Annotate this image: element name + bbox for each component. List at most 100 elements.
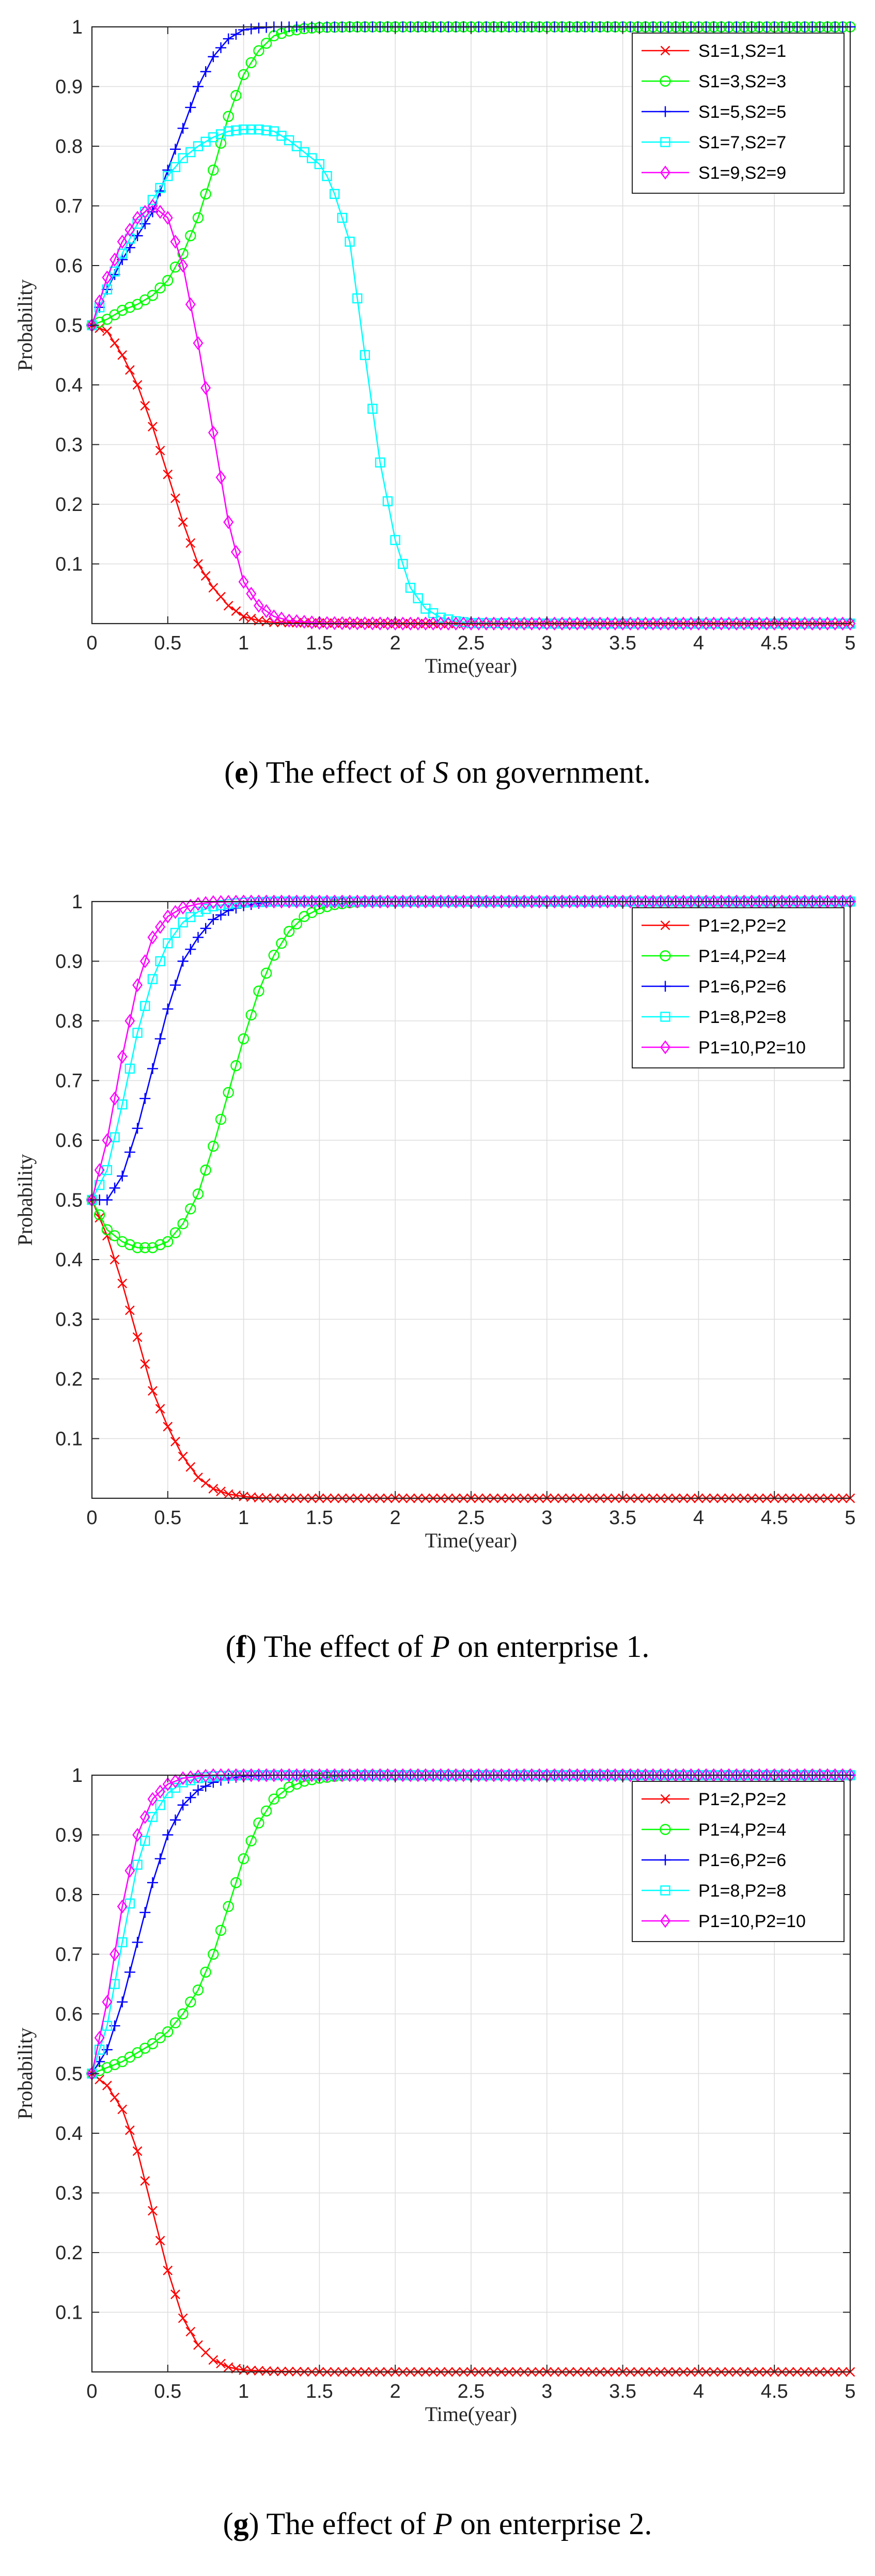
point-3-6	[132, 1028, 143, 1038]
point-4-52	[481, 616, 492, 631]
legend-label-4: P1=10,P2=10	[698, 1912, 806, 1931]
point-4-5	[124, 223, 135, 237]
point-4-9	[155, 205, 166, 219]
point-4-68	[602, 1768, 613, 1782]
point-1-5	[124, 1239, 136, 1250]
point-0-8	[148, 422, 158, 432]
point-4-46	[435, 894, 446, 909]
point-4-35	[352, 894, 363, 909]
point-4-8	[147, 930, 158, 944]
point-0-24	[269, 2366, 279, 2377]
legend-label-2: P1=6,P2=6	[698, 1851, 786, 1870]
point-1-18	[223, 1087, 234, 1098]
point-2-8	[147, 1063, 158, 1074]
point-1-25	[276, 938, 287, 949]
x-tick-label-2: 1	[238, 632, 249, 654]
caption-part-5: on enterprise 1.	[450, 1630, 650, 1664]
point-4-85	[731, 616, 742, 631]
point-4-59	[534, 616, 545, 631]
y-tick-label-4: 0.5	[55, 2063, 83, 2085]
point-4-55	[504, 1768, 514, 1782]
point-4-56	[511, 616, 522, 631]
point-4-54	[496, 616, 507, 631]
point-4-67	[595, 1768, 605, 1782]
point-2-7	[139, 1093, 151, 1104]
point-4-3	[110, 1947, 120, 1962]
point-1-4	[117, 304, 128, 316]
point-4-7	[139, 1810, 150, 1824]
point-3-11	[170, 927, 181, 938]
point-1-2	[101, 1224, 113, 1235]
point-4-36	[360, 1768, 370, 1782]
legend: S1=1,S2=1 S1=3,S2=3 S1=5,S2=5 S1=7,S2=7 S1=9…	[632, 33, 845, 194]
point-3-27	[291, 141, 302, 151]
point-2-17	[215, 909, 227, 921]
legend-marker-1	[660, 1824, 671, 1835]
point-3-42	[405, 582, 416, 593]
caption-part-3: The effect of	[257, 1630, 431, 1664]
point-2-17	[215, 42, 227, 53]
point-1-10	[162, 1236, 174, 1248]
point-3-35	[352, 293, 363, 304]
point-0-10	[163, 1422, 173, 1432]
point-1-14	[192, 1188, 204, 1200]
y-tick-label-1: 0.2	[55, 1369, 83, 1390]
point-0-4	[117, 2104, 128, 2115]
point-2-16	[208, 1777, 219, 1788]
point-4-98	[830, 616, 840, 631]
point-4-57	[519, 894, 529, 909]
point-0-13	[185, 1462, 196, 1472]
point-0-11	[170, 493, 180, 503]
point-4-4	[117, 1049, 128, 1064]
point-4-52	[481, 1768, 492, 1782]
caption-e: (e) The effect of S on government.	[224, 755, 651, 789]
point-4-9	[155, 1784, 166, 1799]
caption-f: (f) The effect of P on enterprise 1.	[226, 1630, 650, 1664]
point-4-36	[360, 894, 370, 909]
point-4-48	[450, 894, 461, 909]
point-4-86	[739, 616, 749, 631]
point-4-47	[443, 894, 454, 909]
point-4-76	[663, 616, 674, 631]
point-4-1	[94, 294, 105, 308]
point-1-16	[208, 1948, 219, 1960]
legend-label-0: P1=2,P2=2	[698, 916, 786, 936]
point-4-35	[352, 1768, 363, 1782]
point-4-40	[390, 616, 401, 631]
point-0-3	[110, 2092, 120, 2103]
x-tick-label-9: 4.5	[761, 1507, 788, 1529]
x-tick-label-0: 0	[86, 632, 97, 654]
point-1-8	[147, 2038, 159, 2050]
point-4-53	[489, 1768, 499, 1782]
point-3-29	[307, 153, 317, 163]
point-1-2	[101, 2062, 113, 2073]
point-4-27	[291, 614, 302, 628]
legend-label-3: S1=7,S2=7	[698, 133, 786, 152]
x-tick-label-8: 4	[693, 1507, 704, 1529]
point-4-5	[124, 1014, 135, 1028]
point-3-9	[155, 956, 165, 967]
point-3-11	[170, 1782, 181, 1793]
point-4-36	[360, 616, 370, 631]
point-4-19	[230, 1768, 241, 1782]
point-0-9	[155, 1404, 165, 1414]
point-4-43	[413, 616, 424, 631]
point-0-7	[140, 401, 150, 411]
point-0-8	[148, 2206, 158, 2216]
point-4-83	[716, 616, 727, 631]
legend-label-3: P1=8,P2=8	[698, 1007, 786, 1027]
point-4-25	[276, 1768, 287, 1782]
point-3-12	[178, 153, 188, 163]
legend-marker-3	[660, 1012, 670, 1022]
y-tick-label-0: 0.1	[55, 1429, 83, 1450]
point-4-72	[632, 616, 643, 631]
point-2-12	[177, 1799, 189, 1811]
y-tick-label-6: 0.7	[55, 1070, 83, 1092]
point-4-23	[261, 894, 272, 909]
caption-part-3: The effect of	[259, 2507, 434, 2541]
point-4-41	[397, 1768, 408, 1782]
point-4-8	[147, 198, 158, 213]
legend-label-4: P1=10,P2=10	[698, 1038, 806, 1058]
point-1-13	[185, 1203, 196, 1215]
point-4-2	[102, 1995, 113, 2009]
